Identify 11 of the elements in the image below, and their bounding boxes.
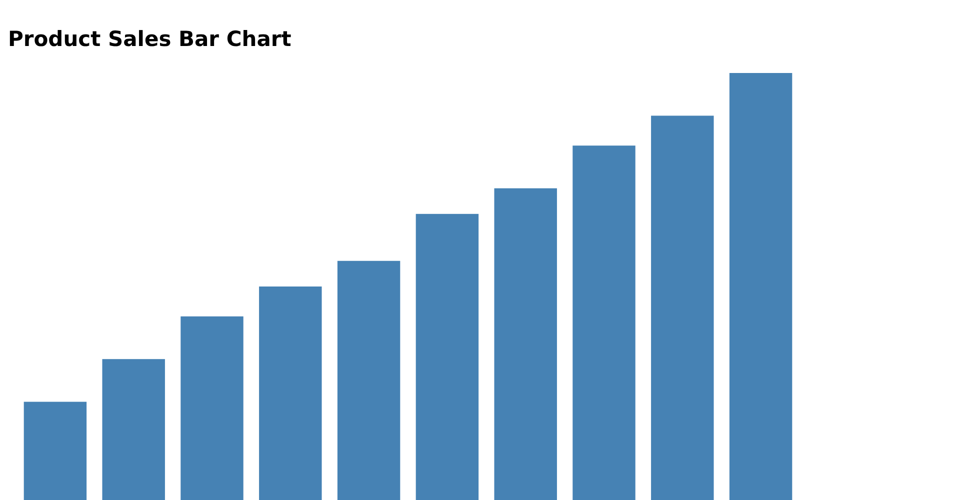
bar (337, 260, 400, 500)
bar (729, 73, 792, 500)
bar (102, 359, 165, 500)
bar (494, 188, 557, 500)
bar (180, 316, 244, 500)
bar (416, 214, 479, 500)
bar (24, 402, 87, 500)
bar (651, 116, 714, 500)
bar (259, 286, 322, 500)
chart-title: Product Sales Bar Chart (8, 27, 292, 51)
bar (572, 146, 636, 500)
